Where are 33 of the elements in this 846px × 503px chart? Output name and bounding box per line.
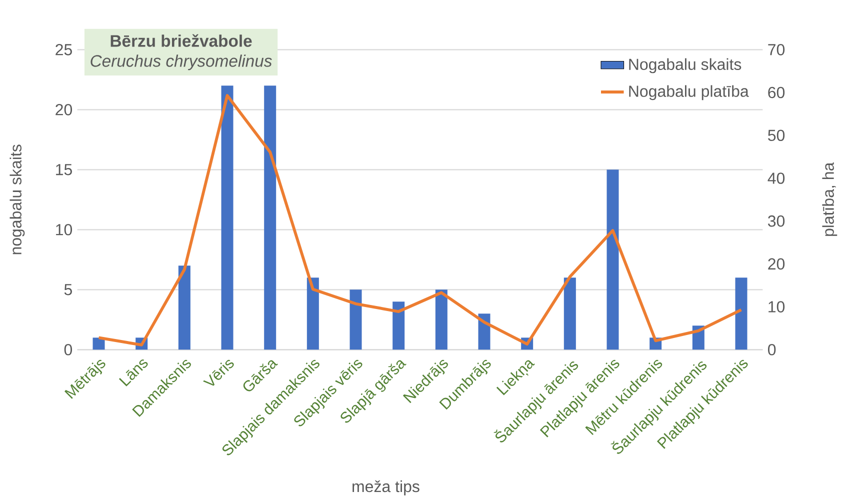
y-tick-label: 20 — [56, 104, 72, 116]
bar — [735, 278, 748, 350]
y2-tick-label: 20 — [768, 258, 785, 270]
y-axis-title: nogabalu skaits — [10, 144, 25, 254]
bar — [264, 86, 276, 350]
y2-axis-title: platība, ha — [822, 162, 838, 236]
bar — [564, 278, 576, 350]
bar — [350, 290, 362, 350]
bar — [478, 314, 490, 350]
y-tick-label: 10 — [56, 224, 72, 236]
y-tick-label: 0 — [64, 344, 72, 356]
y-tick-label: 5 — [64, 284, 72, 296]
x-axis-title: meža tips — [352, 480, 420, 496]
bar — [306, 278, 319, 350]
y2-tick-label: 50 — [768, 130, 785, 142]
chart-title: Bērzu briežvabole — [110, 34, 252, 47]
bar — [92, 338, 105, 350]
legend-label: Nogabalu skaits — [629, 58, 742, 74]
bar — [178, 266, 190, 350]
bar — [392, 302, 405, 350]
bar — [435, 290, 448, 350]
bar — [221, 86, 234, 350]
y-tick-label: 15 — [56, 164, 72, 176]
legend-label: Nogabalu platība — [629, 85, 749, 100]
bar — [606, 170, 619, 350]
y2-tick-label: 70 — [768, 44, 785, 56]
y2-tick-label: 30 — [768, 215, 785, 227]
y-tick-label: 25 — [56, 44, 72, 56]
y2-tick-label: 10 — [768, 301, 785, 312]
y2-tick-label: 0 — [768, 344, 776, 356]
y2-tick-label: 40 — [768, 172, 785, 184]
y2-tick-label: 60 — [768, 86, 785, 98]
chart-subtitle: Ceruchus chrysomelinus — [90, 54, 272, 70]
